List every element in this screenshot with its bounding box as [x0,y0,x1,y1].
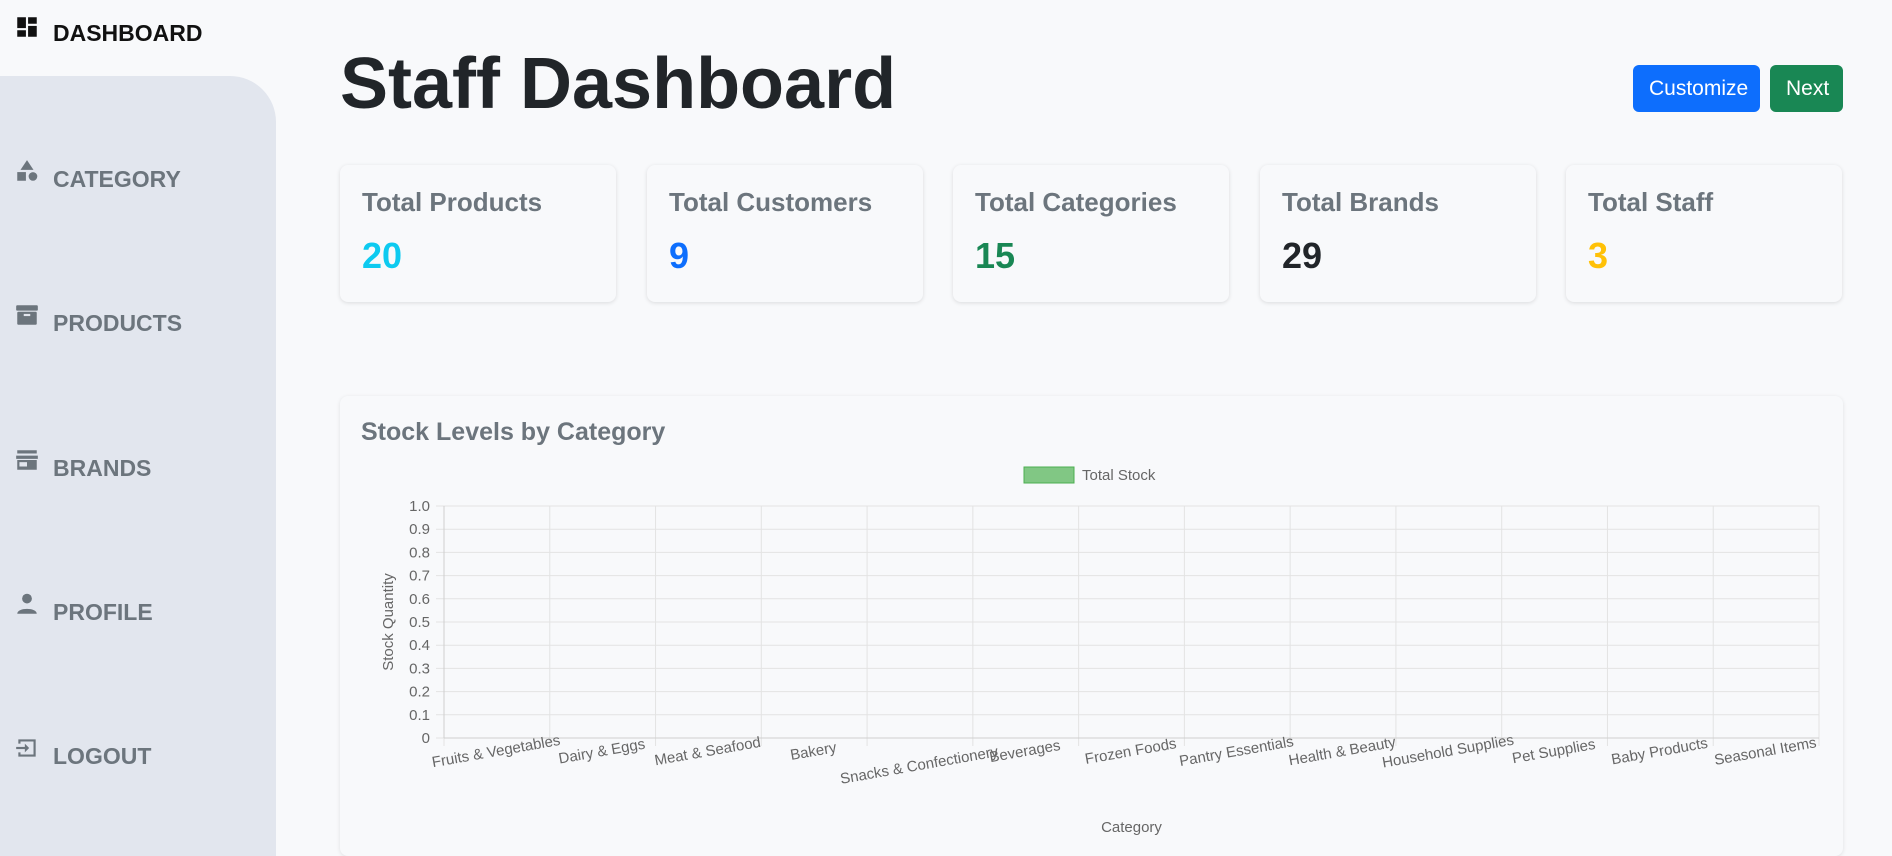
legend-swatch [1023,466,1075,484]
stat-card-title: Total Products [362,187,543,217]
sidebar-item-dashboard[interactable]: DASHBOARD [0,0,276,76]
stat-card-title: Total Staff [1588,187,1714,217]
chart-card: Stock Levels by Category 0 0.1 0.2 0.3 0.4 0.… [340,396,1843,856]
stat-card-title: Total Customers [669,187,873,217]
y-tick-label: 0.5 [409,614,430,631]
y-tick-label: 0.2 [409,684,430,701]
logout-icon [16,739,36,757]
customize-button[interactable]: Customize [1633,65,1760,112]
stat-card-total-products: Total Products 20 [340,165,616,302]
sidebar-item-products[interactable]: PRODUCTS [0,302,276,362]
x-tick-label: Bakery [789,739,838,764]
x-tick-label: Snacks & Confectionery [839,743,1000,788]
x-tick-label: Pet Supplies [1511,736,1597,767]
stat-card-total-brands: Total Brands 29 [1260,165,1536,302]
shapes-icon [17,160,38,181]
sidebar-item-label: PRODUCTS [53,310,183,336]
y-tick-label: 0.3 [409,660,430,677]
sidebar: CATEGORY PRODUCTS BRANDS PROFILE LOG [0,76,276,856]
x-axis-title: Category [1101,819,1162,836]
stat-card-value: 3 [1588,235,1609,276]
y-tick-label: 0.8 [409,544,430,561]
dashboard-icon [17,17,37,37]
stat-card-value: 15 [975,235,1016,276]
x-tick-label: Seasonal Items [1713,734,1818,769]
x-tick-label: Dairy & Eggs [557,736,646,768]
sidebar-item-label: PROFILE [53,599,153,625]
stat-card-value: 9 [669,235,690,276]
y-tick-label: 0.7 [409,568,430,585]
stat-card-value: 29 [1282,235,1323,276]
stat-card-total-categories: Total Categories 15 [953,165,1229,302]
sidebar-item-label: CATEGORY [53,166,181,192]
sidebar-item-label: LOGOUT [53,743,152,769]
y-tick-label: 0 [422,730,430,747]
y-tick-label: 0.1 [409,707,430,724]
y-tick-label: 1.0 [409,498,430,515]
sidebar-item-label: DASHBOARD [53,20,203,46]
page-title: Staff Dashboard [340,44,897,124]
stat-card-total-customers: Total Customers 9 [647,165,923,302]
sidebar-item-logout[interactable]: LOGOUT [0,735,276,795]
x-tick-label: Baby Products [1610,735,1709,769]
x-tick-label: Pantry Essentials [1178,733,1295,770]
storefront-icon [16,450,38,470]
sidebar-item-brands[interactable]: BRANDS [0,447,276,507]
legend-label: Total Stock [1082,467,1156,484]
stat-card-title: Total Brands [1282,187,1439,217]
x-tick-label: Meat & Seafood [653,734,762,769]
sidebar-item-label: BRANDS [53,455,152,481]
x-tick-label: Frozen Foods [1084,735,1178,768]
chart-card-title: Stock Levels by Category [361,418,666,446]
y-tick-label: 0.9 [409,521,430,538]
sidebar-item-category[interactable]: CATEGORY [0,158,276,218]
y-axis-title: Stock Quantity [380,573,397,671]
next-button[interactable]: Next [1770,65,1843,112]
person-icon [17,593,37,614]
y-tick-label: 0.4 [409,637,430,654]
x-tick-label: Health & Beauty [1287,734,1397,770]
sidebar-item-profile[interactable]: PROFILE [0,591,276,651]
archive-box-icon [16,305,38,325]
y-tick-label: 0.6 [409,591,430,608]
stat-card-title: Total Categories [975,187,1177,217]
x-tick-label: Beverages [988,737,1062,766]
stat-card-total-staff: Total Staff 3 [1566,165,1842,302]
stat-card-value: 20 [362,235,403,276]
